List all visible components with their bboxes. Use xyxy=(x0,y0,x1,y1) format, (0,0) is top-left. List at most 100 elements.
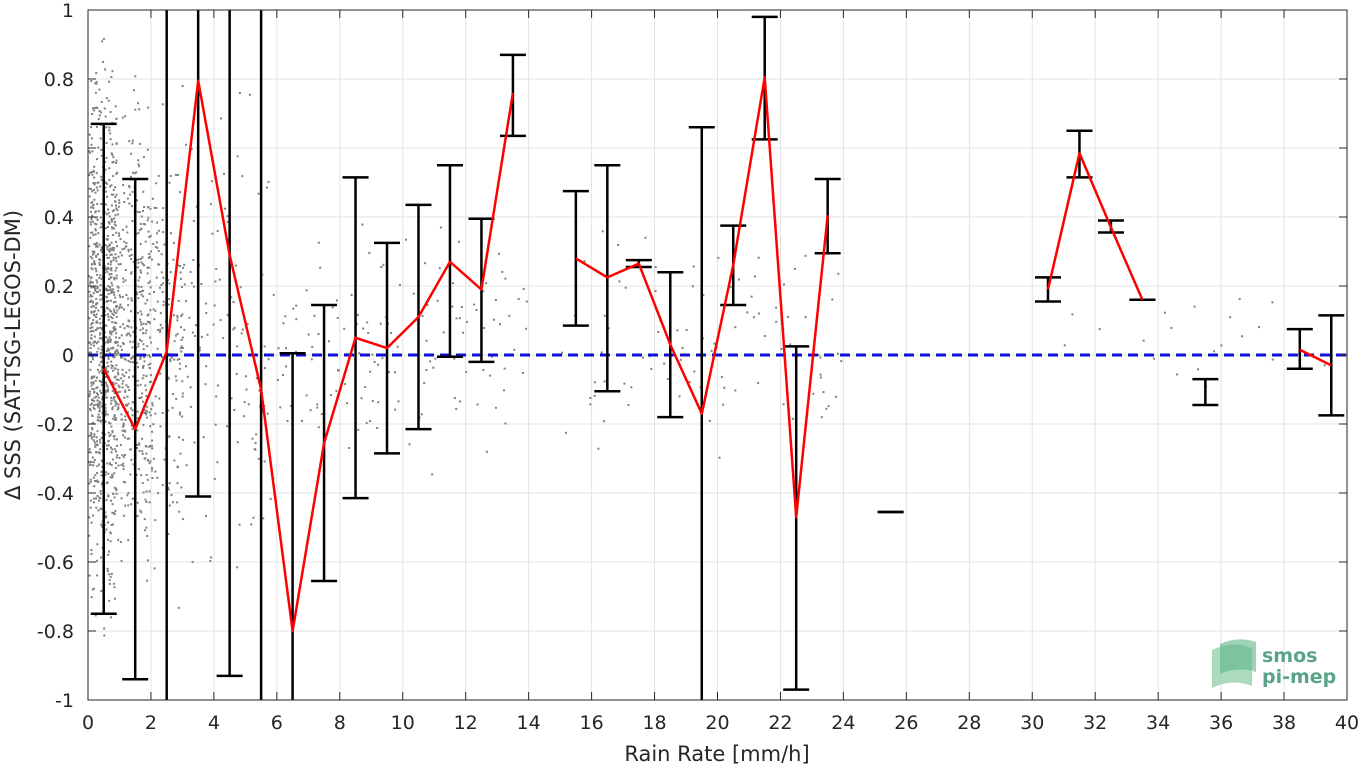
scatter-point xyxy=(123,514,126,517)
scatter-point xyxy=(93,396,96,399)
scatter-point xyxy=(692,265,695,268)
scatter-point xyxy=(127,359,130,362)
scatter-point xyxy=(198,346,201,349)
scatter-point xyxy=(136,417,139,420)
scatter-point xyxy=(139,356,142,359)
scatter-point xyxy=(157,250,160,252)
scatter-point xyxy=(267,358,270,361)
scatter-point xyxy=(371,353,374,356)
scatter-point xyxy=(89,407,91,410)
scatter-point xyxy=(130,458,133,461)
scatter-point xyxy=(112,193,115,196)
scatter-point xyxy=(114,296,117,299)
scatter-point xyxy=(132,463,135,466)
scatter-point xyxy=(148,490,151,493)
scatter-point xyxy=(194,335,196,337)
scatter-point xyxy=(145,490,148,493)
scatter-point xyxy=(145,389,148,392)
scatter-point xyxy=(110,524,113,526)
scatter-point xyxy=(114,418,116,421)
scatter-point xyxy=(193,285,196,288)
scatter-point xyxy=(140,396,143,399)
scatter-point xyxy=(114,367,117,370)
scatter-point xyxy=(439,226,442,229)
scatter-point xyxy=(117,373,120,376)
scatter-point xyxy=(146,266,149,269)
scatter-point xyxy=(226,215,229,218)
scatter-point xyxy=(91,173,94,176)
scatter-point xyxy=(159,328,162,331)
scatter-point xyxy=(169,358,172,361)
scatter-point xyxy=(91,326,94,329)
scatter-point xyxy=(431,473,434,476)
scatter-point xyxy=(94,229,97,232)
scatter-point xyxy=(123,192,126,195)
scatter-point xyxy=(357,428,360,431)
scatter-point xyxy=(91,268,94,271)
scatter-point xyxy=(425,339,428,342)
scatter-point xyxy=(90,267,93,270)
scatter-point xyxy=(132,401,135,404)
scatter-point xyxy=(837,352,839,355)
scatter-point xyxy=(252,516,255,519)
scatter-point xyxy=(117,391,119,394)
scatter-point xyxy=(100,383,103,386)
scatter-point xyxy=(93,344,95,347)
scatter-point xyxy=(117,263,120,266)
scatter-point xyxy=(176,501,179,504)
scatter-point xyxy=(494,299,497,301)
scatter-point xyxy=(167,486,170,489)
scatter-point xyxy=(127,402,130,405)
scatter-point xyxy=(482,290,485,293)
scatter-point xyxy=(366,321,369,324)
scatter-point xyxy=(156,492,159,495)
scatter-point xyxy=(113,247,116,249)
scatter-point xyxy=(88,574,91,577)
scatter-point xyxy=(112,369,115,372)
scatter-point xyxy=(96,480,98,483)
scatter-point xyxy=(152,242,155,245)
scatter-point xyxy=(269,497,272,500)
scatter-point xyxy=(94,445,97,448)
scatter-point xyxy=(226,425,229,428)
scatter-point xyxy=(108,215,111,218)
scatter-point xyxy=(104,115,107,118)
scatter-point xyxy=(107,388,109,391)
scatter-point xyxy=(498,252,500,255)
scatter-point xyxy=(90,549,93,552)
scatter-point xyxy=(130,424,133,427)
scatter-point xyxy=(95,387,98,390)
scatter-point xyxy=(453,357,456,360)
scatter-point xyxy=(835,395,838,398)
scatter-point xyxy=(122,343,125,346)
scatter-point xyxy=(93,340,96,343)
scatter-point xyxy=(98,261,101,264)
scatter-point xyxy=(139,383,142,386)
scatter-point xyxy=(465,320,468,323)
scatter-point xyxy=(161,103,164,106)
scatter-point xyxy=(139,318,141,321)
scatter-point xyxy=(137,232,140,235)
scatter-point xyxy=(758,312,760,315)
scatter-point xyxy=(123,308,125,311)
scatter-point xyxy=(282,374,284,376)
scatter-point xyxy=(93,183,96,186)
scatter-point xyxy=(88,174,91,177)
scatter-point xyxy=(161,484,164,487)
scatter-point xyxy=(113,308,115,311)
scatter-point xyxy=(114,466,117,469)
scatter-point xyxy=(100,175,103,178)
scatter-point xyxy=(112,301,115,304)
scatter-point xyxy=(183,283,186,286)
scatter-point xyxy=(423,382,426,384)
scatter-point xyxy=(111,210,114,213)
scatter-point xyxy=(424,262,427,265)
scatter-point xyxy=(831,298,834,301)
scatter-point xyxy=(92,169,95,172)
scatter-point xyxy=(112,458,114,461)
scatter-point xyxy=(127,492,130,495)
x-tick-label: 24 xyxy=(831,712,855,734)
scatter-point xyxy=(89,478,92,481)
scatter-point xyxy=(91,220,94,223)
scatter-point xyxy=(140,321,142,324)
